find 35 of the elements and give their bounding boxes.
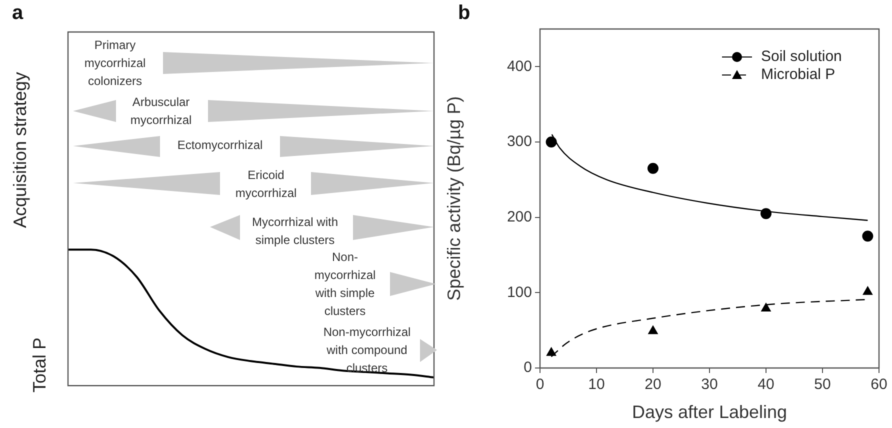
annotation: Non-mycorrhizal with simple clusters xyxy=(313,249,377,320)
text: Ericoid mycorrhizal xyxy=(234,167,298,202)
y-tick-label: 100 xyxy=(506,284,532,301)
x-tick-label: 30 xyxy=(701,376,718,394)
point xyxy=(761,302,771,312)
x-tick-label: 10 xyxy=(588,376,605,394)
text: Mycorrhizal with simple clusters xyxy=(250,214,339,249)
y-tick-label: 400 xyxy=(506,58,532,75)
point xyxy=(648,326,658,334)
x-tick-label: 60 xyxy=(870,376,888,394)
annotation: Non-mycorrhizal with compound clusters xyxy=(322,324,412,377)
point xyxy=(546,136,557,148)
y-tick-label: 200 xyxy=(506,208,532,226)
y-axis-title: Specific activity (Bq/µg P) xyxy=(444,96,464,301)
text: Arbuscular mycorrhizal xyxy=(129,94,193,129)
point xyxy=(648,162,658,174)
text: Acquisition strategy xyxy=(10,70,30,230)
x-tick-label: 50 xyxy=(814,376,831,394)
point xyxy=(546,347,556,356)
x-tick-label: 20 xyxy=(644,376,662,394)
x-tick-label: 0 xyxy=(536,376,544,394)
chart-title: b xyxy=(458,2,470,25)
chart-title: a xyxy=(12,2,24,25)
point xyxy=(760,208,772,220)
legend-label: Soil solution xyxy=(761,48,842,66)
y-axis-title: Total P xyxy=(30,337,50,393)
y-tick-label: 0 xyxy=(524,359,532,376)
text: Ectomycorrhizal xyxy=(176,137,264,154)
legend-label: Microbial P xyxy=(761,66,836,84)
y-tick-label: 300 xyxy=(506,133,532,150)
point xyxy=(862,230,874,242)
x-tick-label: 40 xyxy=(758,376,774,394)
x-axis-title: Days after Labeling xyxy=(632,402,788,422)
point xyxy=(862,286,873,295)
text: Primary mycorrhizal colonizers xyxy=(83,37,147,90)
